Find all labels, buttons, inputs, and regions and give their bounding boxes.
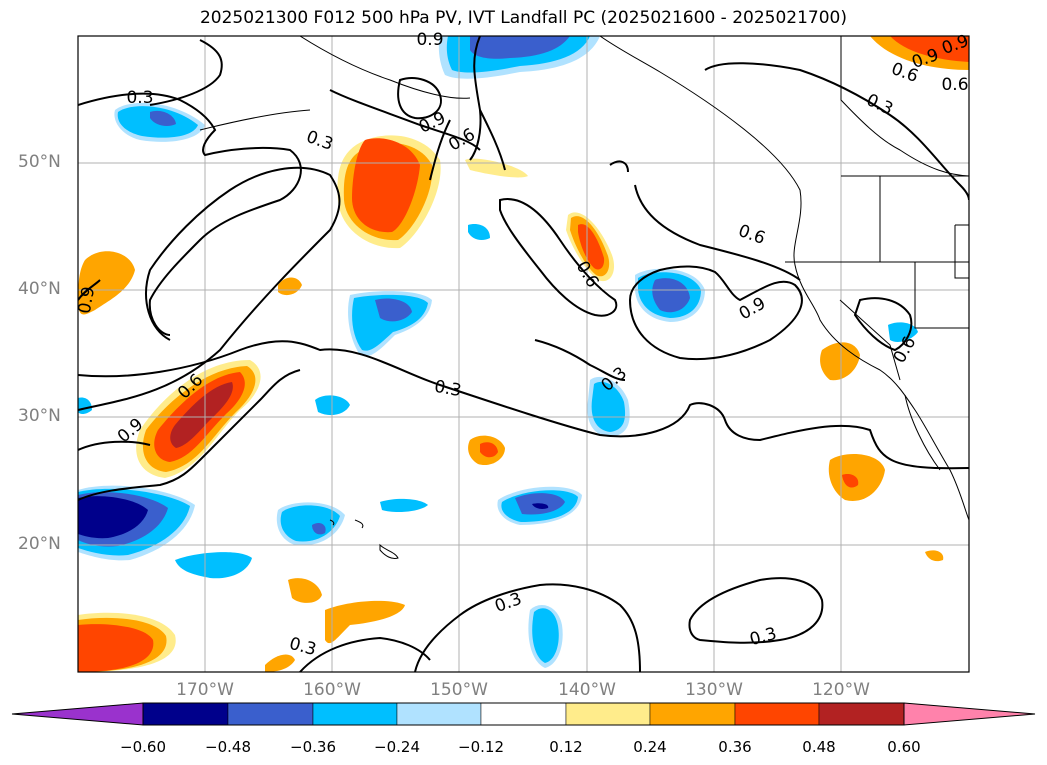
colorbar-segment xyxy=(227,702,314,726)
colorbar-tick-label: 0.36 xyxy=(718,738,752,756)
contour-label: 0.9 xyxy=(736,293,769,324)
lon-label: 120°W xyxy=(812,680,870,700)
contour-label: 0.3 xyxy=(748,624,779,650)
colorbar-segment xyxy=(734,702,820,726)
contour-label: 0.3 xyxy=(433,377,463,401)
positive-anomaly-patch xyxy=(820,342,860,381)
contour-label: 0.3 xyxy=(287,634,318,660)
positive-anomaly-patch xyxy=(890,36,969,62)
positive-anomaly-patch xyxy=(170,382,233,448)
colorbar-tick-label: 0.60 xyxy=(887,738,921,756)
negative-anomaly-patch xyxy=(78,397,92,415)
colorbar-segment xyxy=(565,702,651,726)
lat-label: 40°N xyxy=(18,279,61,299)
colorbar-tick-label: −0.12 xyxy=(458,738,504,756)
negative-anomaly-patch xyxy=(468,224,490,240)
contour-label: 0.3 xyxy=(126,88,153,108)
negative-anomaly-patch xyxy=(375,298,412,322)
contour-label: 0.3 xyxy=(304,127,336,155)
negative-anomaly-patch xyxy=(312,522,326,535)
negative-anomaly-patch xyxy=(532,608,559,663)
lat-label: 20°N xyxy=(18,534,61,554)
negative-anomaly-patch xyxy=(591,381,626,432)
contour-layer xyxy=(78,36,969,672)
positive-anomaly-patch xyxy=(352,138,420,233)
positive-anomaly-patch xyxy=(265,654,295,672)
contour-label: 0.6 xyxy=(941,75,968,95)
lon-label: 140°W xyxy=(558,680,616,700)
colorbar-tick-label: 0.12 xyxy=(549,738,583,756)
contour-label: 0.6 xyxy=(445,125,478,156)
lon-label: 150°W xyxy=(430,680,488,700)
colorbar-tick-label: −0.60 xyxy=(120,738,166,756)
colorbar xyxy=(11,702,1036,726)
colorbar-segment xyxy=(142,702,229,726)
positive-anomaly-patch xyxy=(828,454,885,501)
colorbar-extend-low xyxy=(11,702,144,726)
map-title: 2025021300 F012 500 hPa PV, IVT Landfall… xyxy=(199,8,847,28)
colorbar-segment xyxy=(818,702,905,726)
colorbar-tick-label: 0.24 xyxy=(633,738,667,756)
positive-anomaly-patch xyxy=(325,600,405,644)
contour-label: 0.9 xyxy=(416,30,443,50)
map-frame xyxy=(77,35,970,673)
colorbar-segment xyxy=(480,702,567,726)
contour-label: 0.6 xyxy=(736,221,768,249)
lon-label: 160°W xyxy=(303,680,361,700)
negative-anomaly-patch xyxy=(470,36,570,59)
colorbar-tick-label: 0.48 xyxy=(802,738,836,756)
contour-label: 0.9 xyxy=(75,285,99,315)
negative-anomaly-patch xyxy=(380,498,428,513)
positive-anomaly-patch xyxy=(480,442,498,458)
positive-anomaly-patch xyxy=(465,158,528,178)
lon-label: 170°W xyxy=(176,680,234,700)
positive-anomaly-patch xyxy=(78,251,135,315)
colorbar-tick-label: −0.24 xyxy=(374,738,420,756)
lat-label: 30°N xyxy=(18,406,61,426)
colorbar-segment xyxy=(649,702,736,726)
positive-anomaly-patch xyxy=(78,624,154,672)
positive-anomaly-patch xyxy=(925,550,944,562)
negative-anomaly-patch xyxy=(78,496,148,539)
positive-anomaly-patch xyxy=(842,474,859,488)
positive-anomaly-patch xyxy=(578,224,605,270)
positive-anomaly-patch xyxy=(278,277,302,296)
colorbar-segment xyxy=(312,702,398,726)
colorbar-extend-high xyxy=(903,702,1036,726)
negative-anomaly-patch xyxy=(150,110,176,126)
positive-anomaly-patch xyxy=(288,578,322,603)
negative-anomaly-patch xyxy=(532,503,549,509)
graticule xyxy=(78,36,969,672)
lon-label: 130°W xyxy=(685,680,743,700)
colorbar-segment xyxy=(396,702,482,726)
negative-anomaly-patch xyxy=(652,278,690,313)
pv-fill-layer xyxy=(78,36,969,672)
negative-anomaly-patch xyxy=(175,552,252,579)
contour-label: 0.3 xyxy=(492,589,524,617)
colorbar-tick-label: −0.36 xyxy=(290,738,336,756)
colorbar-tick-label: −0.48 xyxy=(205,738,251,756)
lat-label: 50°N xyxy=(18,152,61,172)
